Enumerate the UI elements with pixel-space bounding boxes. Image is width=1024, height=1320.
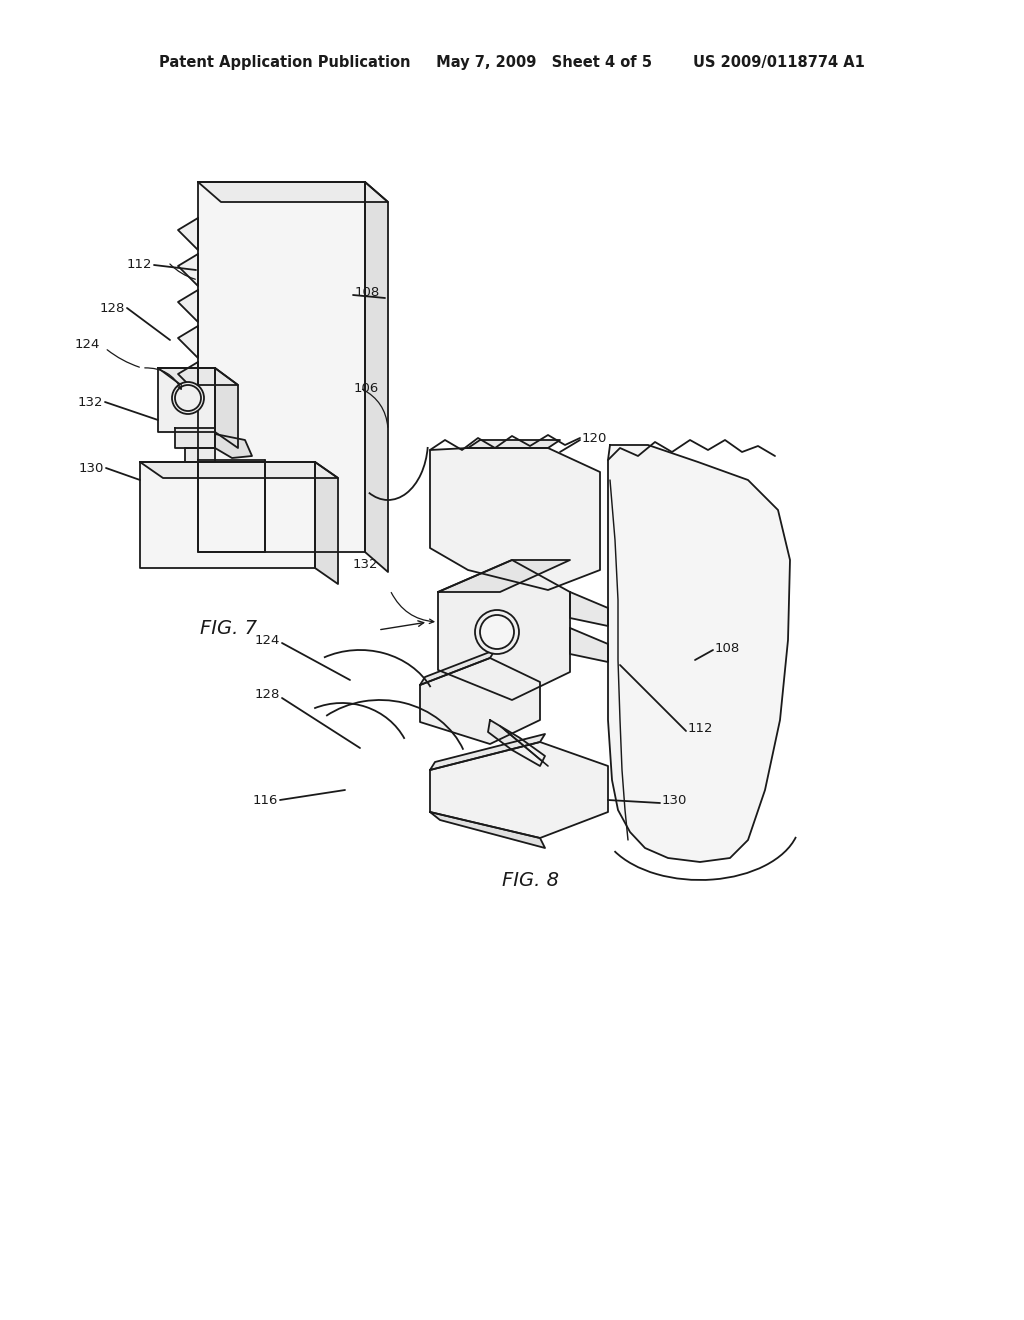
Polygon shape	[198, 182, 365, 552]
Text: 132: 132	[78, 396, 103, 408]
Text: FIG. 7: FIG. 7	[200, 619, 256, 638]
Polygon shape	[178, 290, 198, 322]
Text: 116: 116	[253, 793, 278, 807]
Polygon shape	[420, 657, 540, 744]
Text: 124: 124	[255, 634, 280, 647]
Polygon shape	[570, 591, 608, 626]
Polygon shape	[430, 742, 608, 838]
Circle shape	[175, 385, 201, 411]
Polygon shape	[178, 218, 198, 249]
Polygon shape	[438, 560, 570, 591]
Text: 124: 124	[75, 338, 100, 351]
Polygon shape	[430, 447, 600, 590]
Polygon shape	[215, 434, 252, 458]
Polygon shape	[185, 447, 215, 462]
Polygon shape	[608, 445, 790, 862]
Text: Patent Application Publication     May 7, 2009   Sheet 4 of 5        US 2009/011: Patent Application Publication May 7, 20…	[159, 54, 865, 70]
Text: 106: 106	[354, 381, 379, 395]
Text: 130: 130	[662, 793, 687, 807]
Polygon shape	[140, 462, 315, 568]
Polygon shape	[488, 719, 545, 766]
Polygon shape	[365, 182, 388, 572]
Polygon shape	[468, 440, 560, 447]
Polygon shape	[158, 368, 238, 385]
Polygon shape	[198, 459, 265, 552]
Polygon shape	[198, 182, 388, 202]
Text: 128: 128	[255, 689, 280, 701]
Polygon shape	[178, 326, 198, 358]
Polygon shape	[175, 428, 215, 447]
Polygon shape	[430, 734, 545, 770]
Text: 112: 112	[688, 722, 714, 734]
Text: 128: 128	[99, 301, 125, 314]
Text: 112: 112	[127, 259, 152, 272]
FancyArrowPatch shape	[391, 593, 434, 623]
Polygon shape	[158, 368, 215, 432]
Polygon shape	[438, 560, 570, 700]
Text: 108: 108	[715, 642, 740, 655]
Polygon shape	[315, 462, 338, 583]
Polygon shape	[178, 362, 198, 393]
Circle shape	[480, 615, 514, 649]
Text: 120: 120	[582, 432, 607, 445]
Text: 108: 108	[355, 285, 380, 298]
FancyArrowPatch shape	[144, 368, 181, 389]
Polygon shape	[420, 649, 495, 685]
Text: 132: 132	[352, 557, 378, 570]
Circle shape	[475, 610, 519, 653]
FancyArrowPatch shape	[381, 620, 424, 630]
Text: 130: 130	[79, 462, 104, 474]
Polygon shape	[570, 628, 608, 663]
Polygon shape	[430, 812, 545, 847]
Polygon shape	[178, 253, 198, 286]
Text: FIG. 8: FIG. 8	[502, 870, 558, 890]
Polygon shape	[215, 368, 238, 447]
Polygon shape	[140, 462, 338, 478]
Circle shape	[172, 381, 204, 414]
